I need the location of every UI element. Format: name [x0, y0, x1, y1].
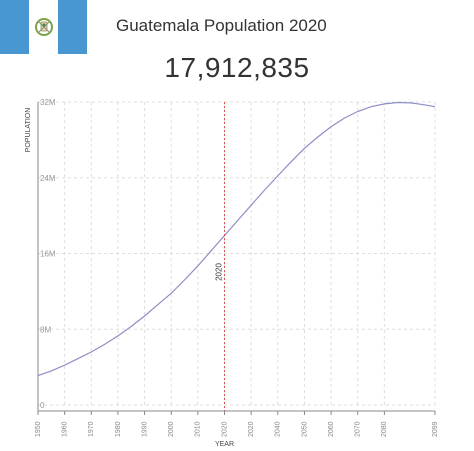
x-tick-label: 2010: [195, 421, 202, 437]
x-tick-label: 2000: [168, 421, 175, 437]
population-value: 17,912,835: [164, 52, 310, 83]
x-tick-label: 1960: [61, 421, 68, 437]
coat-of-arms-icon: [34, 18, 53, 36]
x-tick-label: 1950: [35, 421, 42, 437]
y-tick-label: 24M: [40, 174, 56, 183]
population-line: [37, 101, 436, 377]
x-tick-label: 2040: [275, 421, 282, 437]
y-tick-label: 16M: [40, 250, 56, 259]
x-tick-label: 2099: [432, 421, 439, 437]
population-chart: 0 8M 16M 24M 32M 1950 1960 1970 1980 1990 2000 2010…: [25, 98, 439, 448]
x-tick-label: 2020: [248, 421, 255, 437]
x-tick-label: 1970: [88, 421, 95, 437]
x-axis-label: YEAR: [215, 441, 234, 448]
x-tick-label: 2080: [381, 421, 388, 437]
x-tick-label: 2050: [301, 421, 308, 437]
year-marker-label: 2020: [215, 263, 224, 281]
flag-stripe-left: [0, 0, 29, 54]
y-tick-label: 32M: [40, 98, 56, 107]
page-title: Guatemala Population 2020: [116, 16, 327, 35]
x-tick-label: 1990: [141, 421, 148, 437]
x-tick-label: 2020: [221, 421, 228, 437]
flag-stripe-right: [58, 0, 87, 54]
y-tick-label: 0: [40, 401, 45, 410]
y-tick-label: 8M: [40, 325, 51, 334]
x-tick-label: 1980: [115, 421, 122, 437]
y-axis-label: POPULATION: [25, 108, 32, 153]
guatemala-flag-icon: [0, 0, 87, 54]
x-tick-label: 2070: [355, 421, 362, 437]
x-tick-label: 2060: [328, 421, 335, 437]
